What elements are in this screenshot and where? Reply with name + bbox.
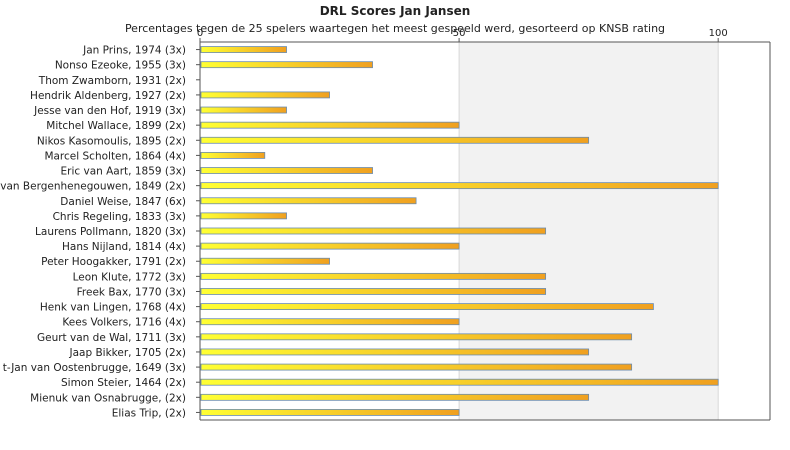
bar <box>200 242 460 250</box>
category-label: Mitchel Wallace, 1899 (2x) <box>46 120 186 132</box>
category-label: Chris Regeling, 1833 (3x) <box>53 211 186 223</box>
category-label: van Bergenhenegouwen, 1849 (2x) <box>0 181 186 193</box>
category-label: Nonso Ezeoke, 1955 (3x) <box>55 60 186 72</box>
bar <box>200 151 266 159</box>
chart-title: DRL Scores Jan Jansen <box>319 4 471 18</box>
category-label: Thom Zwamborn, 1931 (2x) <box>38 75 186 87</box>
bar <box>200 91 330 99</box>
category-label: Jan Prins, 1974 (3x) <box>82 45 186 57</box>
bar <box>200 257 330 265</box>
chart-subtitle: Percentages tegen de 25 spelers waartege… <box>124 22 666 35</box>
category-label: Simon Steier, 1464 (2x) <box>61 377 186 389</box>
bar <box>200 288 547 295</box>
bar <box>200 197 417 205</box>
category-label: t-Jan van Oostenbrugge, 1649 (3x) <box>3 362 186 374</box>
category-label: Hendrik Aldenberg, 1927 (2x) <box>30 90 186 102</box>
bar <box>200 106 287 114</box>
bar <box>200 227 547 235</box>
bar <box>200 378 719 386</box>
bar <box>200 121 460 129</box>
category-label: Kees Volkers, 1716 (4x) <box>62 317 186 329</box>
bar <box>200 272 547 280</box>
bar <box>200 333 633 341</box>
category-label: Jesse van den Hof, 1919 (3x) <box>33 105 186 117</box>
bar <box>200 136 590 144</box>
category-label: Jaap Bikker, 1705 (2x) <box>69 347 186 359</box>
category-label: Nikos Kasomoulis, 1895 (2x) <box>37 135 186 147</box>
bar <box>200 212 287 220</box>
bar <box>200 318 460 326</box>
bar <box>200 182 719 190</box>
bar <box>200 363 633 371</box>
category-label: Peter Hoogakker, 1791 (2x) <box>41 256 186 268</box>
bar <box>200 393 590 401</box>
category-label: Geurt van de Wal, 1711 (3x) <box>37 332 186 344</box>
bar <box>200 409 460 416</box>
x-tick-label: 0 <box>197 28 203 39</box>
category-label: Elias Trip, (2x) <box>112 407 186 419</box>
bar <box>200 167 373 174</box>
x-tick-label: 50 <box>453 28 466 39</box>
category-label: Marcel Scholten, 1864 (4x) <box>44 150 186 162</box>
bar <box>200 61 373 69</box>
bar <box>200 46 287 53</box>
category-label: Freek Bax, 1770 (3x) <box>77 286 186 298</box>
category-label: Laurens Pollmann, 1820 (3x) <box>35 226 186 238</box>
category-label: Daniel Weise, 1847 (6x) <box>60 196 186 208</box>
bar <box>200 303 654 311</box>
category-label: Leon Klute, 1772 (3x) <box>73 271 186 283</box>
category-label: Henk van Lingen, 1768 (4x) <box>40 302 186 314</box>
category-label: Hans Nijland, 1814 (4x) <box>62 241 186 253</box>
bar <box>200 348 590 356</box>
x-tick-label: 100 <box>709 28 728 39</box>
category-label: Eric van Aart, 1859 (3x) <box>61 166 187 178</box>
category-label: Mienuk van Osnabrugge, (2x) <box>30 392 186 404</box>
